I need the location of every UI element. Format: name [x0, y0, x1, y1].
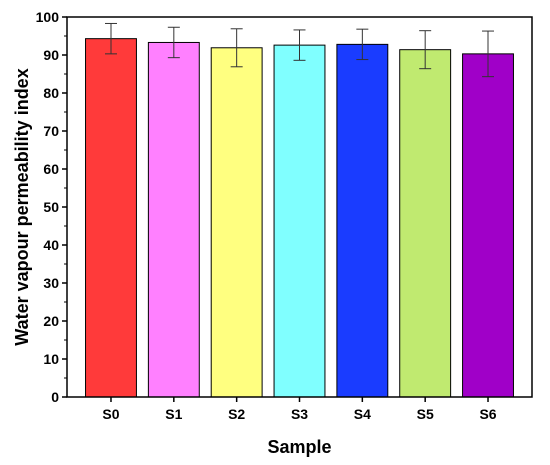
- error-bar-s1: [167, 26, 180, 59]
- bar-s1: [147, 41, 200, 398]
- x-tick-label-s0: S0: [102, 406, 119, 422]
- y-tick-label: 40: [43, 237, 59, 253]
- y-axis: 0 10 20 30 40 50 60 70 80 90 100: [36, 9, 67, 405]
- bar-s3: [273, 44, 326, 398]
- y-axis-title: Water vapour permeability index: [12, 68, 32, 345]
- y-tick-label: 90: [43, 47, 59, 63]
- error-bar-s0: [104, 22, 117, 55]
- x-tick-label-s2: S2: [228, 406, 245, 422]
- x-tick-label-s1: S1: [165, 406, 182, 422]
- x-tick-label-s5: S5: [417, 406, 434, 422]
- error-bar-s2: [230, 28, 243, 68]
- y-tick-label: 0: [51, 389, 59, 405]
- bar-s5: [399, 49, 452, 398]
- error-bar-s3: [293, 29, 306, 61]
- x-axis: S0 S1 S2 S3 S4 S5 S6: [102, 397, 497, 422]
- y-tick-label: 70: [43, 123, 59, 139]
- bar-s2: [210, 47, 263, 398]
- y-tick-label: 30: [43, 275, 59, 291]
- x-axis-title: Sample: [267, 437, 331, 457]
- y-tick-label: 60: [43, 161, 59, 177]
- bars-layer: [85, 38, 514, 398]
- x-tick-label-s4: S4: [354, 406, 371, 422]
- y-tick-label: 100: [36, 9, 60, 25]
- error-bar-s6: [482, 30, 495, 78]
- bar-s6: [462, 53, 514, 398]
- error-bar-s5: [419, 30, 432, 70]
- error-bars-layer: [104, 22, 495, 78]
- y-tick-label: 10: [43, 351, 59, 367]
- y-tick-label: 80: [43, 85, 59, 101]
- bar-s4: [336, 43, 389, 398]
- x-tick-label-s6: S6: [479, 406, 496, 422]
- y-tick-label: 50: [43, 199, 59, 215]
- bar-s0: [85, 38, 137, 398]
- y-tick-label: 20: [43, 313, 59, 329]
- error-bar-s4: [356, 28, 369, 61]
- x-tick-label-s3: S3: [291, 406, 308, 422]
